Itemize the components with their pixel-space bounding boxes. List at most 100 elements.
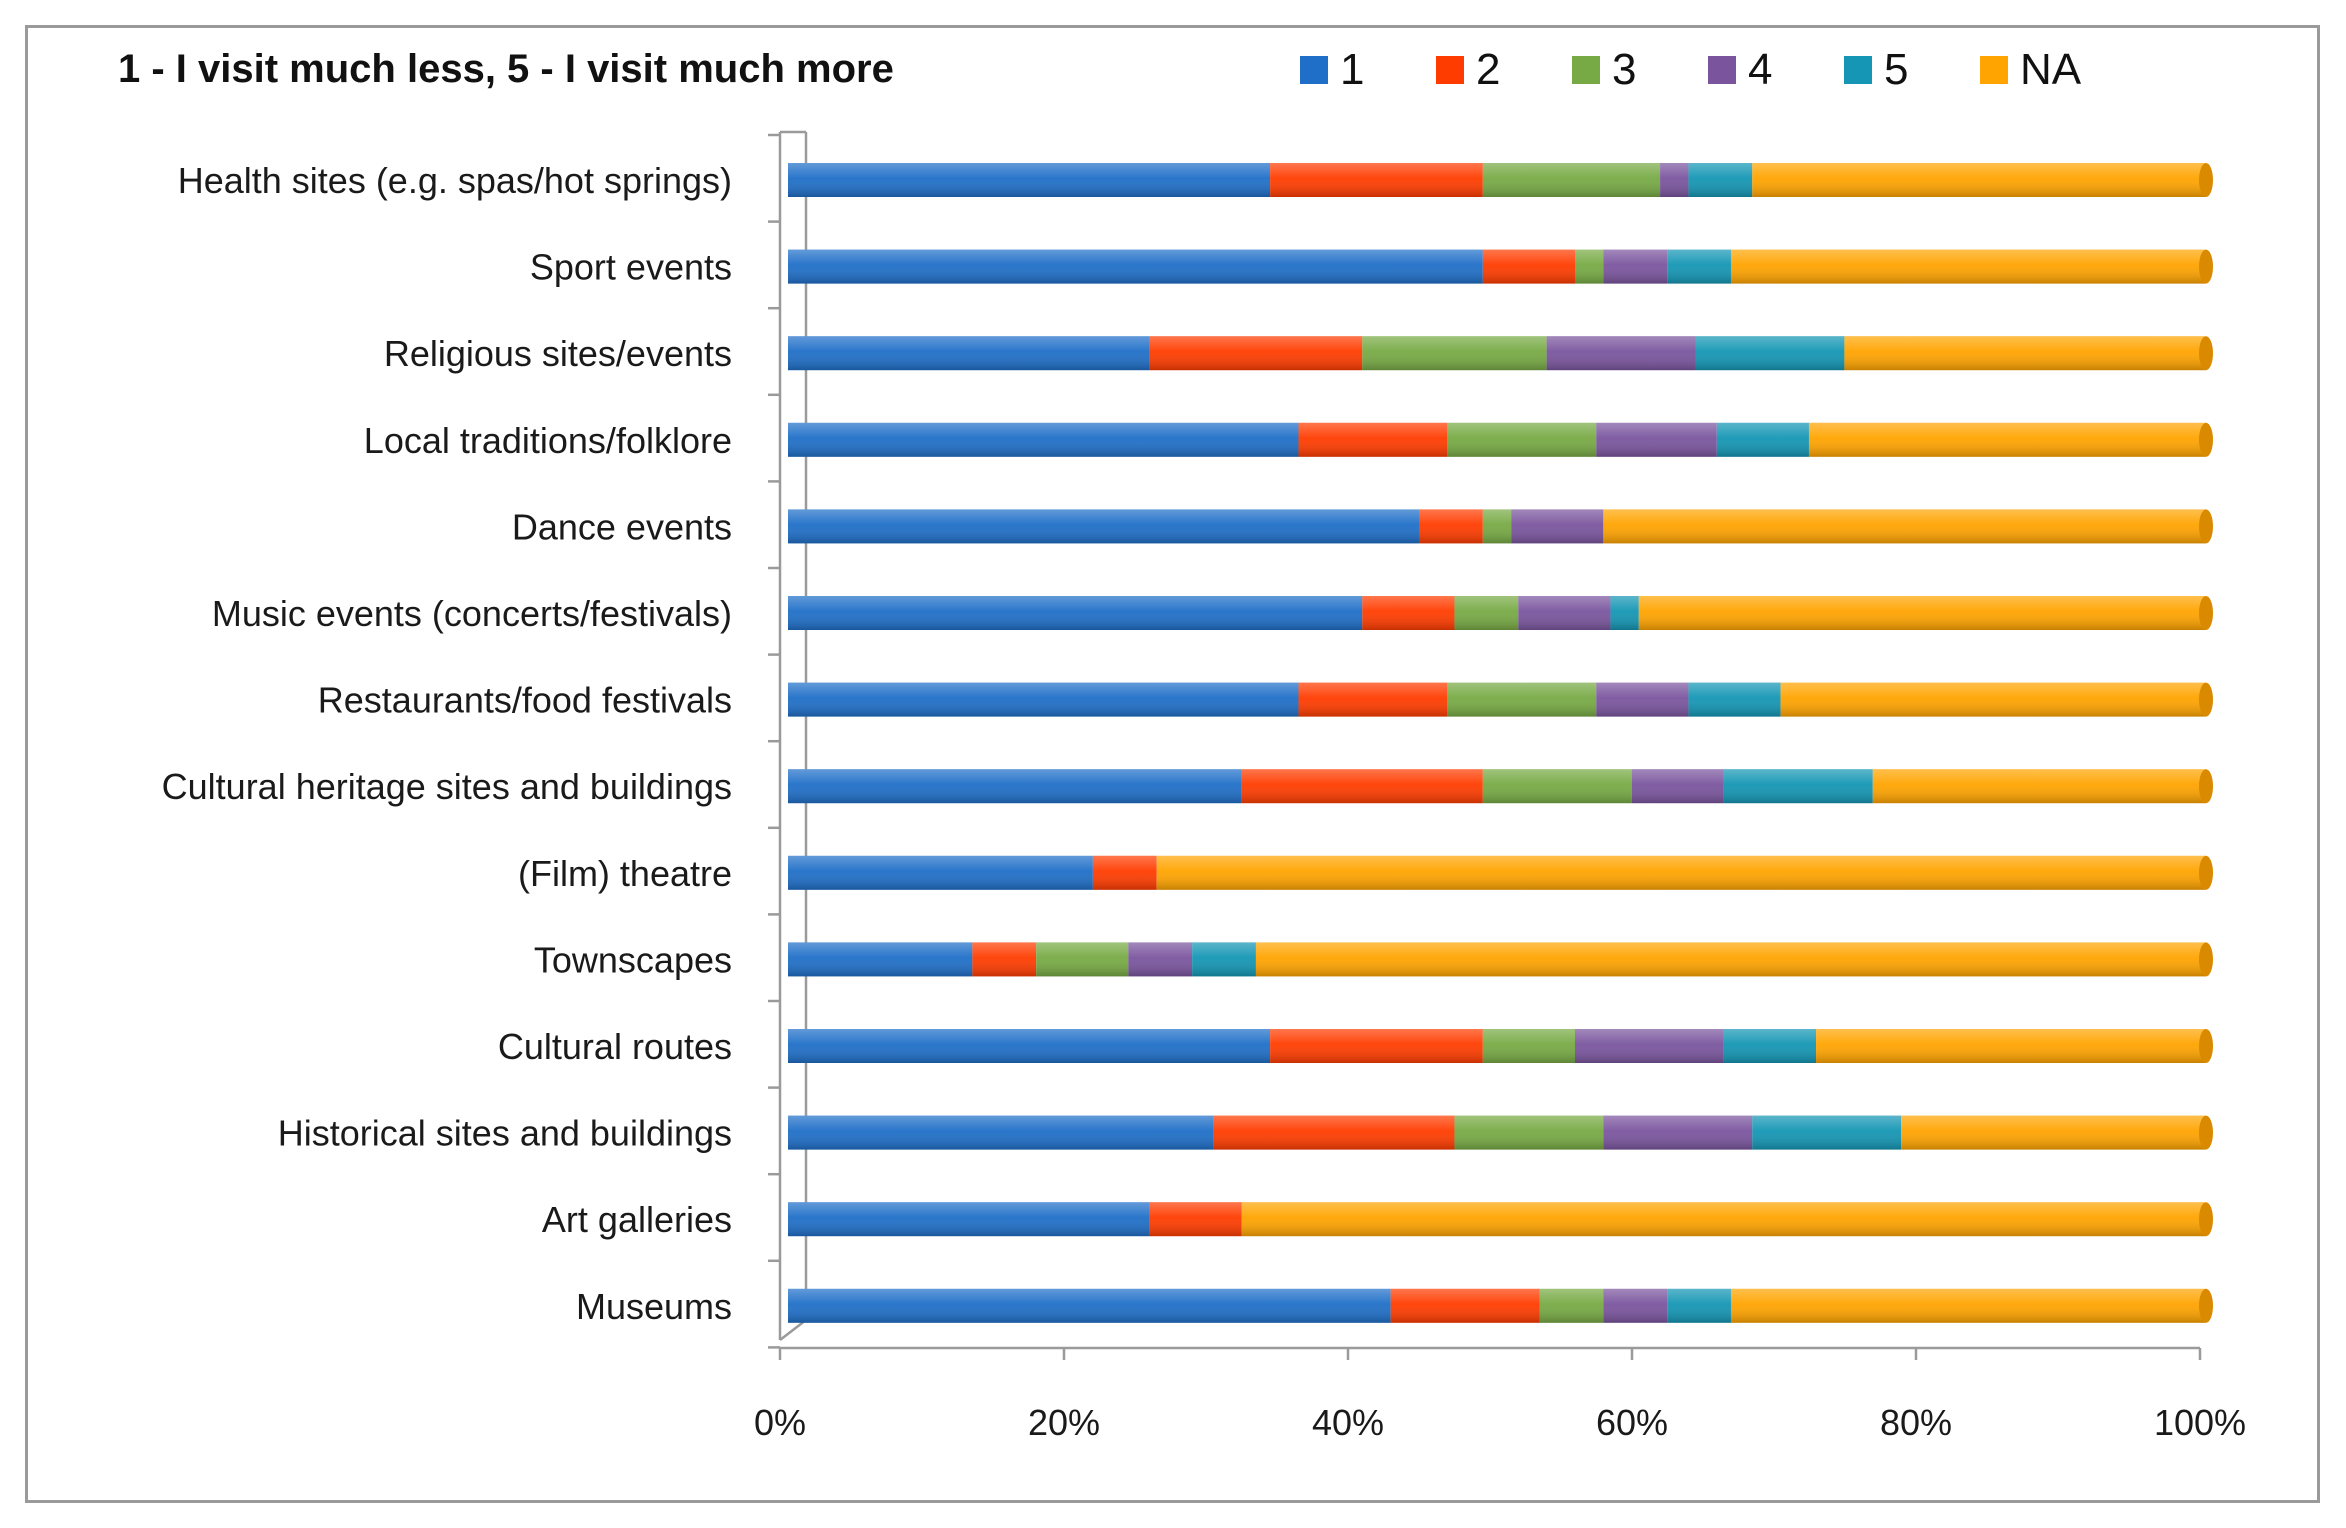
bar-shading	[1518, 596, 1611, 630]
bar-shading	[788, 682, 1299, 717]
bar-end-cap	[2199, 249, 2213, 284]
bar-shading	[1596, 422, 1717, 457]
bar-shading	[1596, 682, 1689, 717]
bar-end-cap	[2199, 855, 2213, 890]
bar-shading	[1808, 422, 2206, 457]
category-label-local-traditions-folklore: Local traditions/folklore	[364, 420, 732, 461]
bars	[788, 163, 2213, 1323]
bar-shading	[788, 249, 1483, 284]
bar-shading	[1901, 1115, 2206, 1150]
bar-shading	[1695, 336, 1845, 371]
bar-end-cap	[2199, 336, 2213, 371]
bar-end-cap	[2199, 1288, 2213, 1323]
bar-shading	[1511, 509, 1604, 544]
bar-shading	[1447, 682, 1597, 717]
bar-shading	[788, 1115, 1214, 1150]
x-tick-label-20: 20%	[1028, 1402, 1100, 1443]
bar-shading	[1816, 1029, 2206, 1063]
bar-shading	[1667, 249, 1731, 284]
category-label-music-events-concerts-festivals: Music events (concerts/festivals)	[212, 593, 732, 634]
x-tick-label-40: 40%	[1312, 1402, 1384, 1443]
bar-shading	[1298, 682, 1448, 717]
category-label-religious-sites-events: Religious sites/events	[384, 333, 732, 374]
category-label-restaurants-food-festivals: Restaurants/food festivals	[318, 680, 732, 721]
bar-shading	[788, 509, 1420, 544]
bar-shading	[1660, 163, 1689, 197]
bar-shading	[1454, 1115, 1604, 1150]
bar-shading	[788, 1288, 1391, 1323]
category-label-health-sites-e-g-spas-hot-springs: Health sites (e.g. spas/hot springs)	[178, 160, 732, 201]
bar-shading	[1298, 422, 1448, 457]
bar-end-cap	[2199, 422, 2213, 457]
chart-title: 1 - I visit much less, 5 - I visit much …	[118, 47, 894, 91]
bar-shading	[1723, 769, 1873, 804]
bar-shading	[1638, 596, 2206, 630]
bar-shading	[1482, 509, 1512, 544]
bar-shading	[1752, 163, 2206, 197]
bar-shading	[1610, 596, 1639, 630]
bar-shading	[1603, 1115, 1753, 1150]
legend-swatch-na	[1980, 56, 2008, 84]
legend-label-4: 4	[1748, 45, 1772, 94]
bar-shading	[1688, 682, 1781, 717]
category-label-cultural-routes: Cultural routes	[498, 1026, 732, 1067]
bar-end-cap	[2199, 942, 2213, 977]
x-tick-labels: 0% 20% 40% 60% 80% 100%	[754, 1402, 2246, 1443]
bar-shading	[1255, 942, 2206, 977]
chart-axes	[768, 130, 2202, 1360]
bar-shading	[1574, 249, 1604, 284]
bar-shading	[1752, 1115, 1902, 1150]
bar-end-cap	[2199, 1029, 2213, 1063]
bar-shading	[1362, 336, 1547, 371]
category-label-townscapes: Townscapes	[534, 939, 732, 980]
bar-shading	[1603, 249, 1668, 284]
bar-end-cap	[2199, 1202, 2213, 1237]
x-tick-label-0: 0%	[754, 1402, 806, 1443]
bar-shading	[1730, 249, 2206, 284]
bar-shading	[788, 596, 1363, 630]
bar-shading	[1574, 1029, 1724, 1063]
bar-shading	[1844, 336, 2206, 371]
x-tick-label-80: 80%	[1880, 1402, 1952, 1443]
bar-shading	[1603, 509, 2206, 544]
bar-end-cap	[2199, 682, 2213, 717]
bar-shading	[1482, 769, 1632, 804]
bar-shading	[972, 942, 1037, 977]
bar-shading	[1716, 422, 1809, 457]
bar-shading	[1362, 596, 1455, 630]
bar-shading	[1723, 1029, 1817, 1063]
bar-end-cap	[2199, 509, 2213, 544]
legend-swatch-1	[1300, 56, 1328, 84]
bar-shading	[1482, 163, 1661, 197]
bar-shading	[1730, 1288, 2206, 1323]
bar-end-cap	[2199, 163, 2213, 197]
bar-shading	[1539, 1288, 1604, 1323]
bar-shading	[1270, 1029, 1483, 1063]
bar-shading	[788, 163, 1271, 197]
legend-swatch-3	[1572, 56, 1600, 84]
bar-shading	[1241, 769, 1483, 804]
bar-shading	[1603, 1288, 1668, 1323]
bar-shading	[1447, 422, 1597, 457]
category-label-film-theatre: (Film) theatre	[518, 853, 732, 894]
bar-shading	[788, 769, 1242, 804]
bar-shading	[1688, 163, 1753, 197]
bar-shading	[1092, 855, 1157, 890]
bar-shading	[1128, 942, 1193, 977]
bar-shading	[1149, 336, 1363, 371]
bar-shading	[1390, 1288, 1540, 1323]
bar-shading	[1270, 163, 1483, 197]
category-label-sport-events: Sport events	[530, 247, 732, 288]
legend-label-1: 1	[1340, 45, 1364, 94]
bar-shading	[1149, 1202, 1242, 1237]
bar-shading	[1780, 682, 2206, 717]
bar-shading	[1454, 596, 1519, 630]
legend: 1 2 3 4 5 NA	[1300, 45, 2082, 94]
category-label-historical-sites-and-buildings: Historical sites and buildings	[278, 1113, 732, 1154]
category-label-art-galleries: Art galleries	[542, 1199, 732, 1240]
legend-label-3: 3	[1612, 45, 1636, 94]
bar-shading	[1667, 1288, 1731, 1323]
bar-shading	[1546, 336, 1696, 371]
legend-swatch-4	[1708, 56, 1736, 84]
